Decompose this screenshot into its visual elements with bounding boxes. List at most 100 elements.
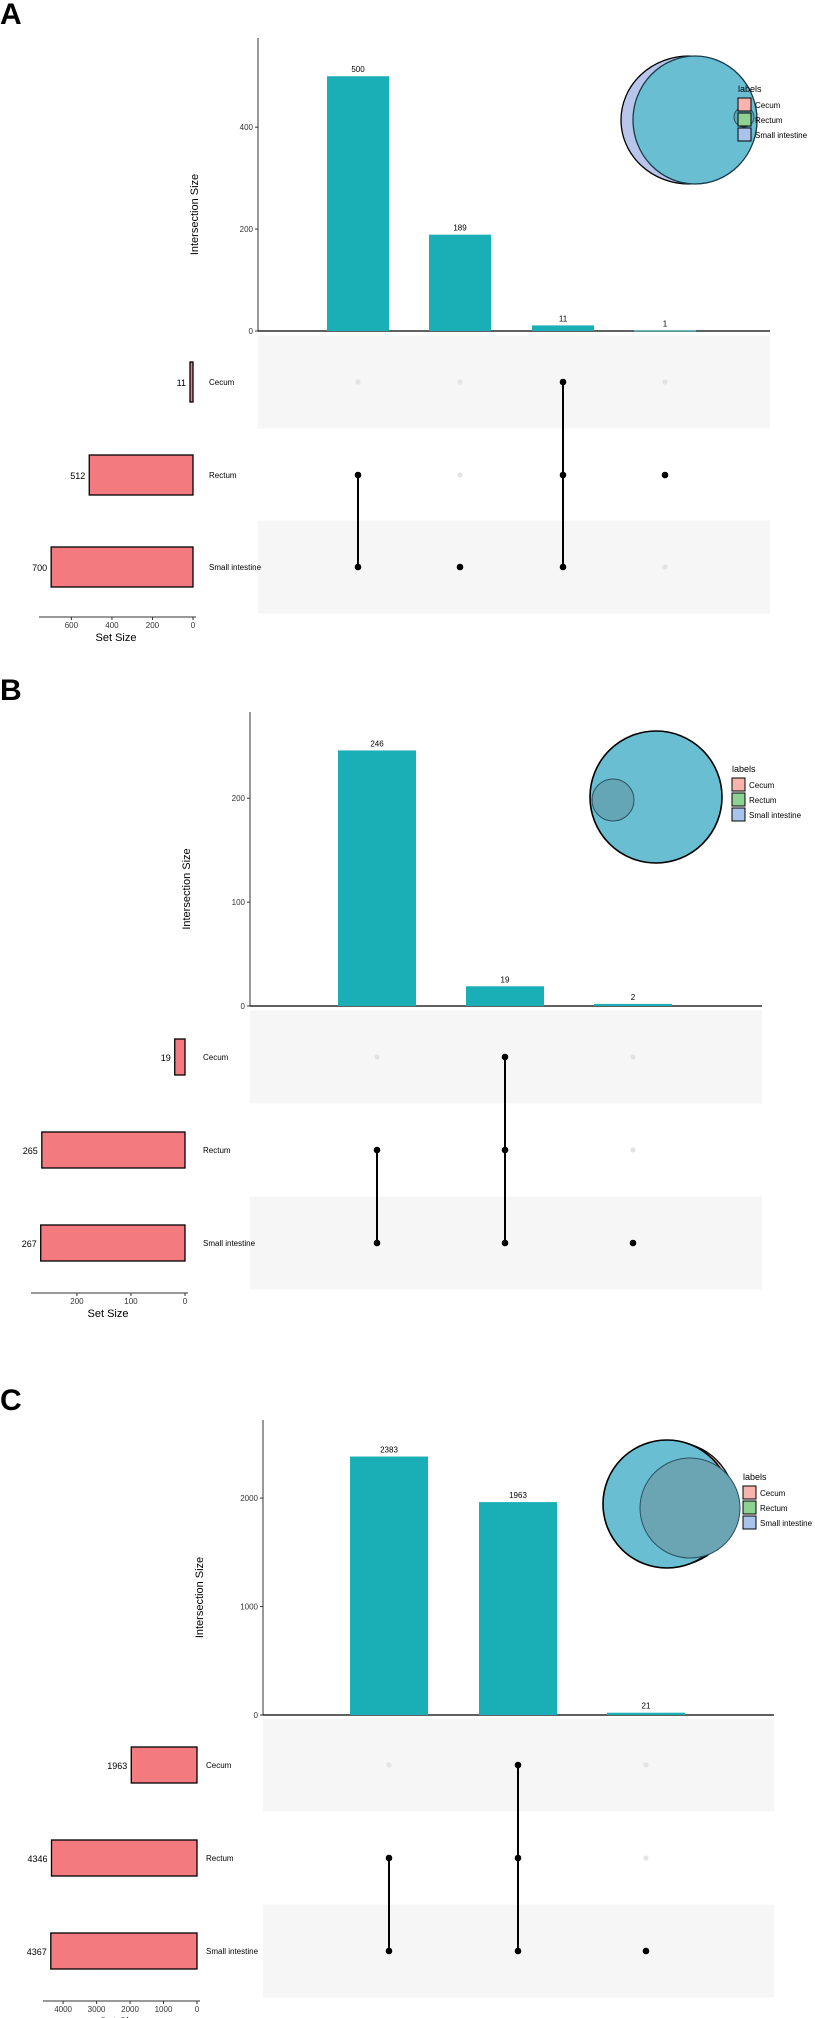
venn-set-small-intestine xyxy=(589,730,723,864)
venn-set-cecum xyxy=(591,778,635,822)
set-size-tick-label: 2000 xyxy=(121,2005,139,2014)
matrix-dot-inactive xyxy=(662,379,668,385)
intersection-count: 19 xyxy=(501,975,510,984)
matrix-dot-active xyxy=(642,1947,650,1955)
set-size-title: Set Size xyxy=(88,1308,129,1320)
set-name-label: Rectum xyxy=(209,471,237,480)
matrix-band xyxy=(258,520,770,614)
matrix-dot-active xyxy=(559,378,567,386)
legend-item-label: Rectum xyxy=(755,116,783,125)
venn-set-cecum xyxy=(639,1457,741,1559)
set-name-label: Rectum xyxy=(206,1854,234,1863)
intersection-bar xyxy=(338,750,416,1006)
set-size-bar xyxy=(41,1131,186,1169)
legend-title: labels xyxy=(738,84,762,94)
y-tick-label: 100 xyxy=(232,898,246,907)
set-size-tick-label: 200 xyxy=(70,1297,84,1306)
intersection-count: 11 xyxy=(559,314,568,323)
legend-swatch xyxy=(731,777,746,792)
set-size-value: 4367 xyxy=(27,1947,47,1957)
intersection-count: 500 xyxy=(351,65,365,74)
legend-swatch xyxy=(737,127,752,142)
set-size-tick-label: 0 xyxy=(183,1297,188,1306)
matrix-dot-active xyxy=(514,1761,522,1769)
set-name-label: Rectum xyxy=(203,1146,231,1155)
matrix-dot-inactive xyxy=(630,1147,636,1153)
matrix-dot-inactive xyxy=(457,472,463,478)
set-size-tick-label: 600 xyxy=(65,621,79,630)
matrix-dot-active xyxy=(514,1947,522,1955)
panel-letter: C xyxy=(0,1384,22,1417)
set-size-bar xyxy=(130,1746,198,1784)
legend-swatch xyxy=(731,807,746,822)
panel-B: B 0 100 200 Intersection Size 246 19 2 19 Cecum 26… xyxy=(0,674,802,1320)
set-name-label: Cecum xyxy=(203,1053,229,1062)
legend-swatch xyxy=(737,112,752,127)
legend-item-label: Cecum xyxy=(760,1489,786,1498)
y-tick-label: 200 xyxy=(240,225,254,234)
y-axis-title: Intersection Size xyxy=(189,174,201,255)
legend-item-label: Rectum xyxy=(760,1504,788,1513)
set-size-bar xyxy=(88,454,194,496)
set-size-value: 1963 xyxy=(107,1761,127,1771)
matrix-dot-active xyxy=(354,471,362,479)
legend-item-label: Rectum xyxy=(749,796,777,805)
y-tick-label: 2000 xyxy=(240,1494,258,1503)
intersection-count: 1963 xyxy=(509,1491,527,1500)
legend: labels Cecum Rectum Small intestine xyxy=(737,84,808,142)
set-size-bar xyxy=(174,1038,186,1076)
set-size-title: Set Size xyxy=(96,632,137,644)
set-size-tick-label: 400 xyxy=(105,621,119,630)
legend-item-label: Small intestine xyxy=(755,131,808,140)
set-size-bar xyxy=(50,1839,198,1877)
set-size-tick-label: 0 xyxy=(191,621,196,630)
y-tick-label: 0 xyxy=(241,1002,246,1011)
set-name-label: Small intestine xyxy=(209,563,262,572)
matrix-dot-active xyxy=(354,563,362,571)
set-name-label: Cecum xyxy=(206,1761,232,1770)
matrix-dot-inactive xyxy=(643,1855,649,1861)
y-tick-label: 200 xyxy=(232,794,246,803)
y-tick-label: 1000 xyxy=(240,1603,258,1612)
y-axis-title: Intersection Size xyxy=(194,1557,206,1638)
matrix-dot-inactive xyxy=(355,379,361,385)
matrix-dot-inactive xyxy=(374,1054,380,1060)
legend-item-label: Cecum xyxy=(749,781,775,790)
legend-swatch xyxy=(742,1515,757,1530)
legend-title: labels xyxy=(743,1472,767,1482)
legend-item-label: Small intestine xyxy=(749,811,802,820)
legend: labels Cecum Rectum Small intestine xyxy=(731,764,802,822)
legend: labels Cecum Rectum Small intestine xyxy=(742,1472,813,1530)
matrix-dot-active xyxy=(456,563,464,571)
intersection-bar xyxy=(327,76,389,331)
y-tick-label: 0 xyxy=(249,327,254,336)
legend-item-label: Cecum xyxy=(755,101,781,110)
matrix-dot-inactive xyxy=(662,564,668,570)
legend-swatch xyxy=(742,1485,757,1500)
set-size-bar xyxy=(50,546,194,588)
venn-inset xyxy=(602,1439,741,1569)
set-size-value: 700 xyxy=(32,563,47,573)
legend-item-label: Small intestine xyxy=(760,1519,813,1528)
intersection-count: 21 xyxy=(642,1702,651,1711)
set-size-bar xyxy=(40,1224,186,1262)
set-size-tick-label: 100 xyxy=(124,1297,138,1306)
panel-letter: A xyxy=(0,0,22,31)
set-size-bar xyxy=(189,361,194,403)
intersection-bar xyxy=(532,325,594,331)
matrix-dot-active xyxy=(501,1053,509,1061)
matrix-band xyxy=(258,335,770,429)
intersection-bar xyxy=(466,986,544,1006)
matrix-dot-active xyxy=(514,1854,522,1862)
matrix-dot-active xyxy=(559,563,567,571)
legend-swatch xyxy=(737,97,752,112)
matrix-dot-active xyxy=(629,1239,637,1247)
set-size-value: 512 xyxy=(70,471,85,481)
set-name-label: Cecum xyxy=(209,378,235,387)
matrix-dot-active xyxy=(559,471,567,479)
intersection-bar xyxy=(607,1712,685,1715)
set-size-tick-label: 0 xyxy=(195,2005,200,2014)
set-size-tick-label: 4000 xyxy=(54,2005,72,2014)
